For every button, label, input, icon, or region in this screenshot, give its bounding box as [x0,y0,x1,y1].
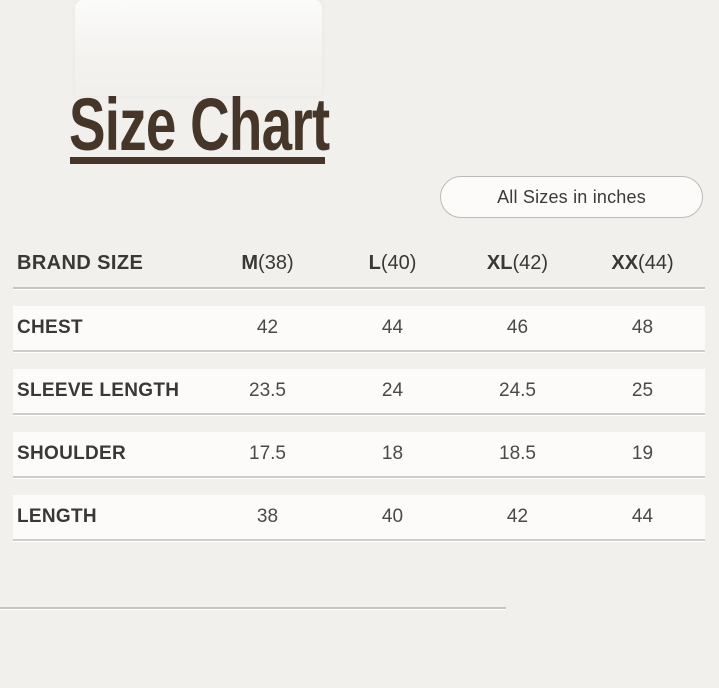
size-number-xx: (44) [638,252,674,274]
column-header-xl: XL(42) [455,252,580,275]
title-underline [70,157,325,164]
shoulder-xx-value: 19 [631,443,654,464]
table-row-shoulder: SHOULDER 17.5 18 18.5 19 [13,432,705,478]
length-l-value: 40 [381,506,404,527]
size-number-xl: (42) [512,252,549,274]
sleeve-xl-value: 24.5 [499,380,536,401]
sleeve-l-value: 24 [381,380,404,401]
size-letter-xx: XX [611,252,639,274]
size-table: BRAND SIZE M(38) L(40) XL(42) XX(44) CHE… [13,240,705,541]
column-header-xx: XX(44) [580,252,705,275]
units-badge-label: All Sizes in inches [497,186,646,207]
length-m-value: 38 [256,506,279,527]
size-number-m: (38) [258,252,294,274]
table-row-chest: CHEST 42 44 46 48 [13,306,705,352]
shoulder-xl-value: 18.5 [499,443,536,464]
table-row-sleeve-length: SLEEVE LENGTH 23.5 24 24.5 25 [13,369,705,415]
size-letter-xl: XL [486,252,513,274]
shoulder-m-value: 17.5 [249,443,286,464]
page-title: Size Chart [69,83,330,166]
column-header-l: L(40) [330,252,455,275]
length-xx-value: 44 [631,506,654,527]
sleeve-xx-value: 25 [631,380,654,401]
units-badge: All Sizes in inches [440,176,703,218]
size-letter-l: L [368,252,381,274]
table-header-row: BRAND SIZE M(38) L(40) XL(42) XX(44) [13,240,705,289]
size-letter-m: M [241,252,259,274]
column-header-brand-size: BRAND SIZE [17,252,144,274]
chest-xl-value: 46 [506,317,529,338]
row-label-length: LENGTH [17,506,97,527]
row-label-chest: CHEST [17,317,83,338]
table-row-length: LENGTH 38 40 42 44 [13,495,705,541]
shoulder-l-value: 18 [381,443,404,464]
length-xl-value: 42 [506,506,529,527]
column-header-m: M(38) [205,252,330,275]
chest-xx-value: 48 [631,317,654,338]
background-panel [75,0,322,96]
row-label-sleeve-length: SLEEVE LENGTH [17,380,180,401]
row-label-shoulder: SHOULDER [17,443,127,464]
bottom-divider [0,607,506,609]
sleeve-m-value: 23.5 [249,380,286,401]
chest-m-value: 42 [256,317,279,338]
chest-l-value: 44 [381,317,404,338]
size-number-l: (40) [380,252,417,274]
